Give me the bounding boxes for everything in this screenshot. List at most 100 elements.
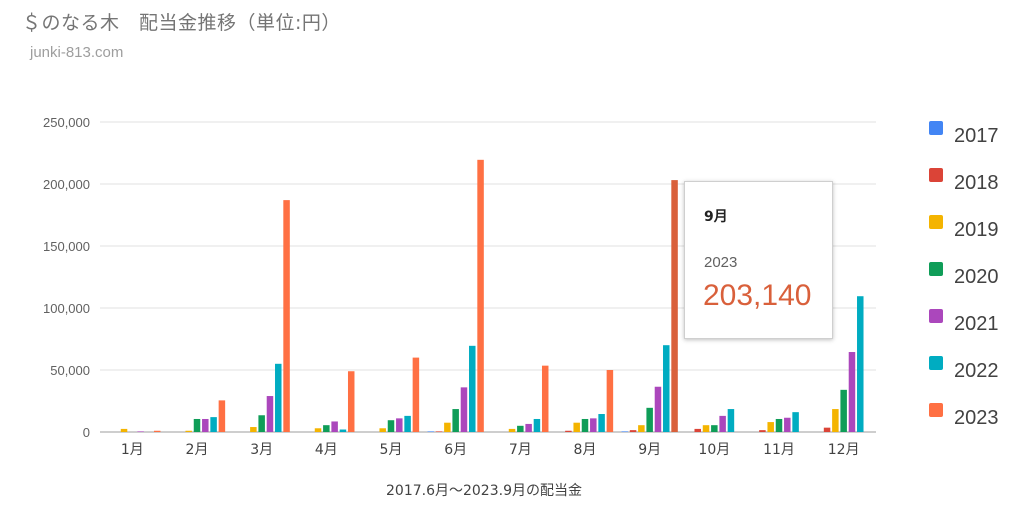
legend-swatch-2023 [929,403,943,417]
bar-2022-10[interactable] [727,409,735,432]
bar-2023-8[interactable] [606,370,614,432]
bar-2017-6[interactable] [427,431,435,432]
x-axis-ticks: 1月 2月 3月 4月 5月 6月 7月 8月 9月 10月 11月 12月 [121,442,860,458]
bar-2021-10[interactable] [719,415,726,432]
bar-2022-8[interactable] [598,414,605,432]
bar-2023-5[interactable] [412,357,420,432]
bar-2023-9[interactable] [671,180,678,432]
x-tick-label: 11月 [763,442,795,458]
bar-2018-12[interactable] [823,427,831,432]
bar-2023-2[interactable] [218,400,226,432]
bar-2019-4[interactable] [314,428,322,432]
bar-2019-11[interactable] [767,422,774,432]
y-axis-ticks: 0 50,000 100,000 150,000 200,000 250,000 [43,115,90,440]
x-axis-label: 2017.6月〜2023.9月の配当金 [386,483,582,499]
bar-2020-3[interactable] [258,415,265,432]
legend-label-2022[interactable]: 2022 [954,360,999,382]
bar-2021-9[interactable] [654,386,662,432]
legend-label-2023[interactable]: 2023 [954,407,999,429]
bar-2020-9[interactable] [646,407,653,432]
bar-2021-11[interactable] [784,417,791,432]
x-tick-label: 8月 [574,442,597,458]
bar-2023-7[interactable] [541,365,549,432]
tooltip-category: 9月 [704,209,728,225]
chart-title: ＄のなる木 配当金推移（単位:円） [22,12,341,34]
bar-2019-6[interactable] [444,422,451,432]
bar-2020-4[interactable] [323,425,330,432]
bar-2018-6[interactable] [435,431,443,432]
bar-2019-5[interactable] [379,428,386,432]
bar-2022-2[interactable] [210,417,217,432]
y-tick-label: 100,000 [43,301,90,316]
bar-2017-9[interactable] [621,431,629,432]
bar-2019-1[interactable] [120,428,128,432]
y-tick-label: 50,000 [50,363,90,378]
chart-subtitle: junki-813.com [30,44,124,61]
bar-2023-3[interactable] [283,200,290,432]
bar-2021-5[interactable] [396,418,403,432]
bar-2020-10[interactable] [711,425,718,432]
bar-2018-9[interactable] [629,430,637,432]
tooltip: 9月 2023 203,140 [684,181,833,339]
bar-2022-3[interactable] [275,363,282,432]
y-tick-label: 250,000 [43,115,90,130]
bar-2022-7[interactable] [533,418,541,432]
legend-swatch-2022 [929,356,943,370]
x-tick-label: 9月 [638,442,661,458]
bar-2020-11[interactable] [775,418,783,432]
tooltip-series: 2023 [704,254,738,271]
legend-label-2021[interactable]: 2021 [954,313,999,335]
bar-2021-3[interactable] [266,396,274,432]
bar-2018-10[interactable] [694,428,701,432]
bar-2022-11[interactable] [792,412,799,432]
bar-2018-8[interactable] [565,430,572,432]
tooltip-value: 203,140 [703,279,812,312]
bar-2019-12[interactable] [832,409,839,432]
legend-swatch-2019 [929,215,943,229]
bar-2021-6[interactable] [460,387,468,432]
bar-2021-12[interactable] [848,352,856,432]
bar-2023-4[interactable] [347,371,355,432]
bar-2020-5[interactable] [387,420,395,432]
bar-2019-2[interactable] [185,430,192,432]
bar-2019-10[interactable] [702,425,710,432]
bar-2022-5[interactable] [404,415,411,432]
x-tick-label: 3月 [250,442,273,458]
bar-2020-12[interactable] [840,389,847,432]
bar-2018-11[interactable] [759,430,766,432]
bar-2020-7[interactable] [517,425,524,432]
x-tick-label: 12月 [828,442,860,458]
bar-2023-1[interactable] [153,430,161,432]
bar-2021-7[interactable] [525,423,532,432]
bar-2022-6[interactable] [469,345,476,432]
bar-2022-12[interactable] [857,296,864,432]
bar-2021-4[interactable] [331,421,338,432]
bar-2019-3[interactable] [250,427,257,432]
x-tick-label: 7月 [509,442,532,458]
y-tick-label: 150,000 [43,239,90,254]
bar-2019-8[interactable] [573,422,580,432]
legend-label-2020[interactable]: 2020 [954,266,999,288]
x-tick-label: 5月 [380,442,403,458]
bar-2021-8[interactable] [590,418,597,432]
x-tick-label: 2月 [186,442,209,458]
legend-swatch-2017 [929,121,943,135]
legend-label-2017[interactable]: 2017 [954,125,999,147]
legend-label-2018[interactable]: 2018 [954,172,999,194]
bar-2020-2[interactable] [193,418,201,432]
y-tick-label: 200,000 [43,177,90,192]
legend-label-2019[interactable]: 2019 [954,219,999,241]
bar-2022-4[interactable] [339,429,347,432]
bar-2021-1[interactable] [137,431,144,432]
bar-2022-9[interactable] [663,345,670,432]
bars [120,159,864,432]
legend-swatch-2020 [929,262,943,276]
bar-2020-6[interactable] [452,409,459,432]
x-tick-label: 4月 [315,442,338,458]
bar-2019-9[interactable] [638,425,645,432]
bar-2023-6[interactable] [477,159,484,432]
bar-2021-2[interactable] [202,418,209,432]
bar-2019-7[interactable] [508,428,516,432]
bar-2020-8[interactable] [581,418,589,432]
